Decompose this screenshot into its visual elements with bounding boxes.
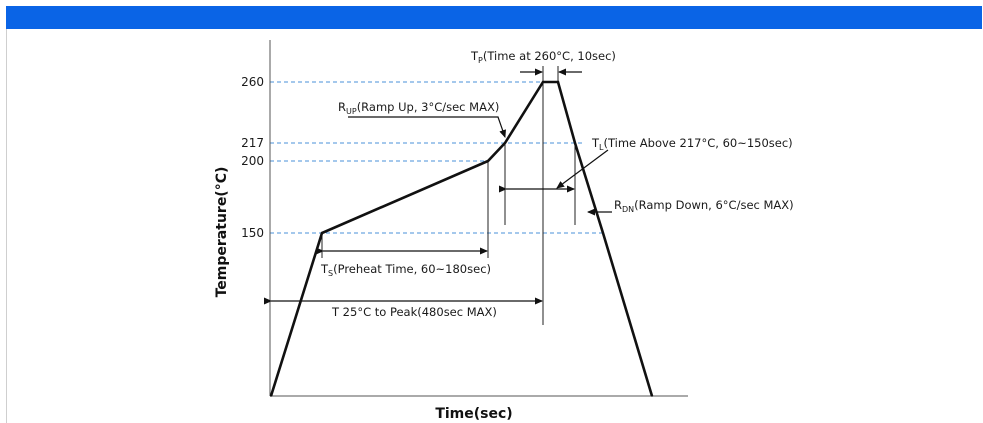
tl-label: TL(Time Above 217°C, 60~150sec) <box>591 136 793 152</box>
tp-label: TP(Time at 260°C, 10sec) <box>470 49 616 65</box>
y-tick-label: 260 <box>241 75 264 89</box>
profile-point <box>542 81 544 83</box>
header-bar <box>6 6 982 29</box>
rdn-label: RDN(Ramp Down, 6°C/sec MAX) <box>614 198 794 214</box>
profile-point <box>504 142 506 144</box>
rup-label: RUP(Ramp Up, 3°C/sec MAX) <box>338 100 499 116</box>
profile-point <box>487 160 489 162</box>
y-tick-label: 150 <box>241 226 264 240</box>
x-axis-label: Time(sec) <box>435 406 512 422</box>
profile-points <box>270 81 653 397</box>
y-axis-label: Temperature(°C) <box>214 167 230 298</box>
rup-leader <box>348 116 506 138</box>
reflow-profile-line <box>269 80 654 397</box>
dimension-arrows <box>264 68 612 305</box>
profile-point <box>557 81 559 83</box>
left-border <box>6 29 7 423</box>
tpeak-label: T 25°C to Peak(480sec MAX) <box>331 305 497 319</box>
ts-label: TS(Preheat Time, 60~180sec) <box>320 262 491 278</box>
marker-lines <box>321 66 576 325</box>
y-tick-label: 217 <box>241 136 264 150</box>
profile-point <box>270 395 272 397</box>
guide-lines <box>270 81 603 234</box>
profile-point <box>574 142 576 144</box>
profile-point <box>602 232 604 234</box>
profile-point <box>321 232 323 234</box>
profile-point <box>651 395 653 397</box>
y-tick-label: 200 <box>241 154 264 168</box>
